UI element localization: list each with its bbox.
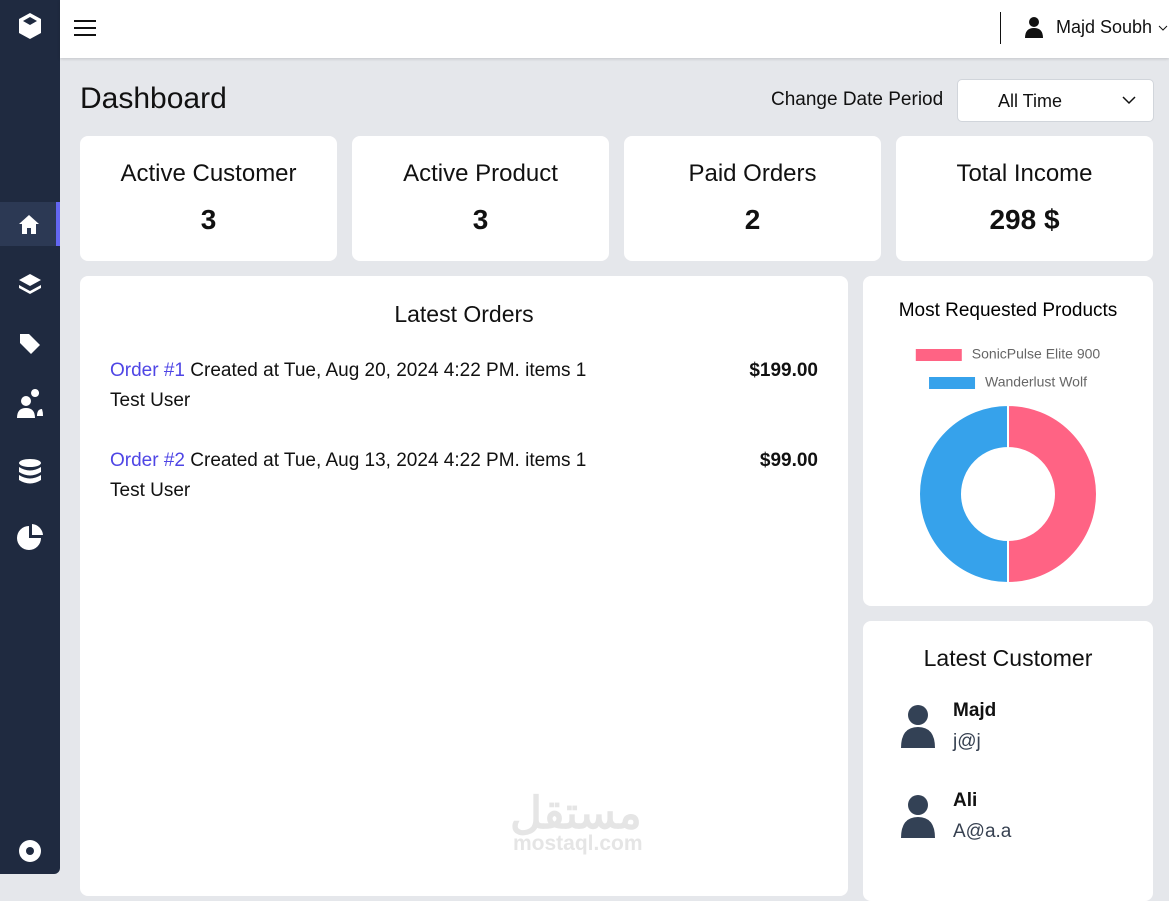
legend-swatch bbox=[915, 349, 962, 361]
legend-swatch bbox=[929, 377, 976, 389]
period-value: All Time bbox=[998, 91, 1063, 111]
page-title: Dashboard bbox=[80, 82, 227, 115]
database-icon[interactable] bbox=[19, 467, 41, 484]
top-bar: Majd Soubh bbox=[60, 0, 1169, 58]
customer-name: Ali bbox=[953, 790, 978, 811]
order-customer: Test User bbox=[110, 480, 191, 501]
period-select[interactable]: All Time bbox=[957, 79, 1154, 122]
order-customer: Test User bbox=[110, 390, 191, 411]
chart-card: Most Requested Products SonicPulse Elite… bbox=[863, 276, 1153, 606]
users-icon[interactable] bbox=[21, 396, 31, 406]
stat-value: 2 bbox=[744, 204, 761, 235]
stat-label: Active Product bbox=[403, 160, 558, 187]
home-icon[interactable] bbox=[19, 215, 39, 234]
customers-title: Latest Customer bbox=[923, 645, 1093, 671]
chart: Most Requested Products SonicPulse Elite… bbox=[899, 300, 1118, 585]
watermark-arabic: مستقل bbox=[510, 789, 642, 838]
sidebar bbox=[0, 0, 60, 874]
menu-button[interactable] bbox=[73, 18, 97, 38]
chart-title: Most Requested Products bbox=[899, 300, 1118, 321]
logo-icon[interactable] bbox=[19, 13, 41, 39]
order-details: Created at Tue, Aug 20, 2024 4:22 PM. it… bbox=[190, 360, 587, 381]
stat-card: Total Income 298 $ bbox=[896, 136, 1153, 261]
order-link[interactable]: Order #2 bbox=[110, 450, 185, 471]
select-caret bbox=[1122, 96, 1136, 105]
order-row: Order #2 Created at Tue, Aug 13, 2024 4:… bbox=[110, 446, 818, 506]
customer-name: Majd bbox=[953, 700, 997, 721]
user-name[interactable]: Majd Soubh bbox=[1056, 17, 1153, 37]
order-row: Order #1 Created at Tue, Aug 20, 2024 4:… bbox=[110, 356, 818, 416]
order-details: Created at Tue, Aug 13, 2024 4:22 PM. it… bbox=[190, 450, 587, 471]
customer-avatar bbox=[901, 795, 935, 838]
order-total: $99.00 bbox=[759, 450, 818, 471]
user-caret[interactable] bbox=[1158, 24, 1168, 32]
donut-slice bbox=[1007, 403, 1098, 585]
watermark-site: mostaql.com bbox=[513, 832, 643, 855]
stat-label: Paid Orders bbox=[688, 160, 817, 187]
stat-value: 298 $ bbox=[989, 204, 1060, 235]
legend-label: SonicPulse Elite 900 bbox=[972, 346, 1101, 362]
order-link[interactable]: Order #1 bbox=[110, 360, 185, 381]
donut-slice bbox=[918, 403, 1009, 585]
stat-label: Active Customer bbox=[120, 160, 297, 187]
stat-card: Active Product 3 bbox=[352, 136, 609, 261]
tag-icon[interactable] bbox=[20, 334, 40, 354]
user-icon bbox=[1025, 17, 1043, 38]
orders-card: Latest Orders Order #1 Created at Tue, A… bbox=[80, 276, 848, 896]
divider bbox=[1000, 12, 1001, 44]
stat-value: 3 bbox=[200, 204, 217, 235]
customer-avatar bbox=[901, 705, 935, 748]
customer-email: j@j bbox=[953, 731, 981, 752]
legend-label: Wanderlust Wolf bbox=[985, 374, 1087, 390]
stat-value: 3 bbox=[472, 204, 489, 235]
chart-icon[interactable] bbox=[17, 524, 43, 550]
stat-card: Paid Orders 2 bbox=[624, 136, 881, 261]
period-label: Change Date Period bbox=[771, 89, 944, 110]
stat-card: Active Customer 3 bbox=[80, 136, 337, 261]
customers-card: Latest Customer Majd j@j Ali A@a.a bbox=[863, 621, 1153, 901]
orders-title: Latest Orders bbox=[394, 301, 534, 327]
customer-email: A@a.a bbox=[953, 821, 1012, 842]
sidebar-icons bbox=[0, 13, 60, 862]
layers-icon[interactable] bbox=[19, 274, 41, 294]
stat-label: Total Income bbox=[956, 160, 1093, 187]
order-total: $199.00 bbox=[749, 360, 818, 381]
